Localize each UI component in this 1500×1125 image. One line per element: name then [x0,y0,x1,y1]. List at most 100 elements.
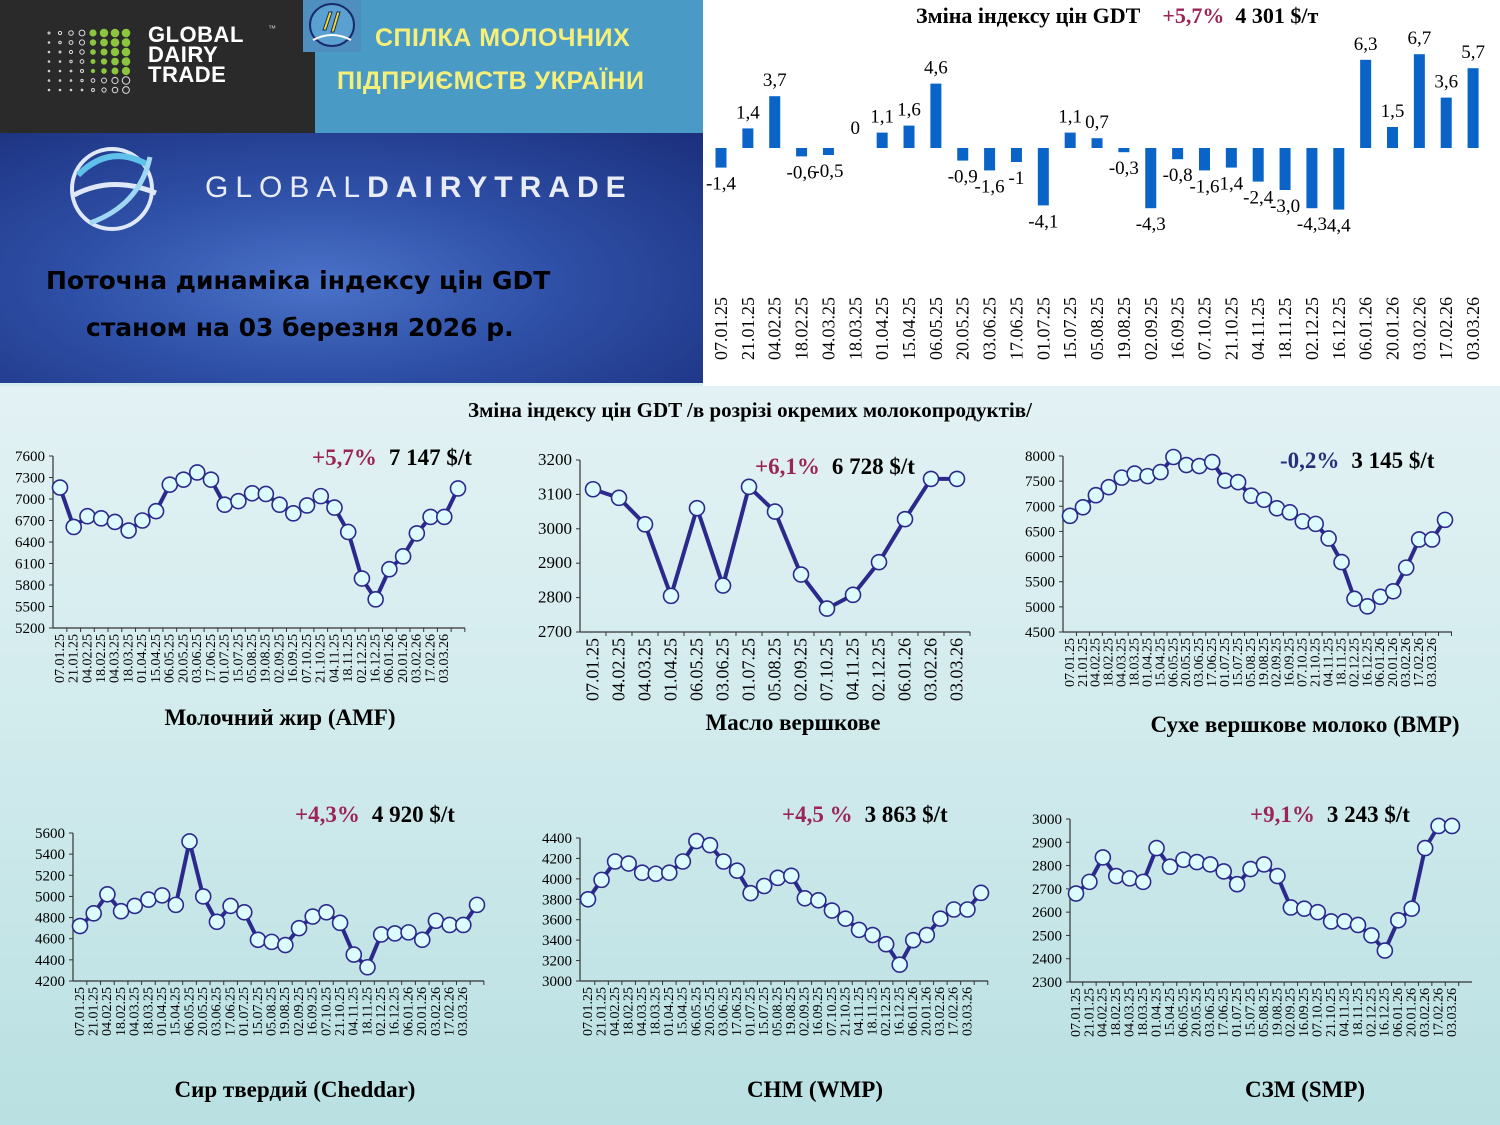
data-point [1295,900,1313,917]
bar-18.11.25 [1279,148,1291,190]
data-point [65,518,83,536]
data-point [1281,504,1299,521]
bar-date-label: 04.03.25 [818,297,838,360]
x-tick-label: 20.01.26 [920,987,935,1036]
union-logo [303,0,361,52]
y-tick-label: 5200 [35,868,65,884]
x-tick-label: 03.03.26 [960,987,975,1036]
gdt-wordmark-bold: DAIRYTRADE [367,171,633,204]
x-tick-label: 01.07.25 [218,634,233,683]
x-tick-label: 07.01.25 [1069,988,1084,1037]
x-tick-label: 03.02.26 [410,634,425,683]
x-tick-label: 17.06.25 [1205,638,1220,687]
x-tick-label: 20.05.25 [1190,988,1205,1037]
line-chart-4: 5600 5400 5200 5000 4800 4600 4400 4200 07.01.25… [35,802,486,1102]
logo-dot [99,28,109,38]
gdt-index-chart-title: Зміна індексу цін GDT +5,7% 4 301 $/т [916,3,1318,29]
data-point [579,890,597,908]
y-tick-label: 4400 [35,953,65,969]
section-title: Зміна індексу цін GDT /в розрізі окремих… [468,398,1032,422]
x-tick-label: 19.08.25 [1270,988,1285,1037]
bar-06.05.25 [930,83,942,148]
data-point [112,902,130,920]
x-tick-label: 07.01.25 [73,987,88,1036]
data-point [1376,942,1394,959]
bar-17.02.26 [1440,97,1452,148]
data-point [318,903,335,921]
y-tick-label: 5500 [1025,575,1055,591]
data-point [891,956,908,973]
line-chart-3: 8000 7500 7000 6500 6000 5500 5000 4500 07.01.25… [1025,448,1460,737]
x-tick-label: 02.09.25 [272,634,287,683]
data-point [263,933,280,951]
x-tick-label: 16.09.25 [1283,638,1298,687]
y-tick-label: 4200 [542,851,572,867]
x-tick-label: 02.09.25 [292,987,307,1036]
x-tick-label: 15.04.25 [1163,988,1178,1037]
x-tick-label: 02.09.25 [1284,988,1299,1037]
data-point [755,877,773,895]
x-tick-label: 19.08.25 [1257,638,1272,687]
data-point [413,931,431,949]
data-point [742,884,759,902]
x-tick-label: 06.05.25 [163,634,178,683]
data-point [277,936,294,954]
data-point [877,935,895,953]
logo-dot [47,31,51,35]
data-point [810,892,827,909]
x-tick-label: 02.09.25 [798,987,813,1036]
bar-value-label: 0 [851,118,861,139]
bar-16.09.25 [1172,148,1184,160]
x-tick-label: 01.07.25 [1218,638,1233,687]
data-point [285,505,302,522]
x-tick-label: 18.02.25 [622,987,637,1036]
logo-dot [79,49,85,55]
data-point [1100,478,1118,496]
x-tick-label: 19.08.25 [784,987,799,1036]
y-tick-label: 2500 [1032,928,1062,944]
bar-value-label: -0,3 [1109,158,1139,179]
data-point [1175,851,1192,869]
y-tick-label: 5000 [35,889,65,905]
bar-value-label: 4,4 [1327,216,1351,237]
data-point [1333,553,1350,571]
logo-dot [122,86,130,94]
x-tick-label: 01.04.25 [1140,638,1155,687]
bar-date-label: 17.02.26 [1436,297,1456,360]
data-point [945,901,963,918]
data-point [662,587,680,605]
bar-04.03.25 [822,148,834,155]
data-point [584,480,602,498]
page-title-line1: Поточна динаміка індексу цін GDT [46,266,551,295]
data-point [1307,515,1324,533]
bar-value-label: -1,4 [706,174,737,195]
x-tick-label: 21.10.25 [314,634,329,683]
data-point [400,924,417,941]
data-point [435,508,453,526]
x-tick-label: 07.10.25 [825,987,840,1036]
bar-date-label: 03.02.26 [1409,297,1429,360]
x-tick-label: 21.01.25 [594,987,609,1036]
logo-dot [69,59,73,64]
y-tick-label: 5800 [15,578,45,594]
y-tick-label: 2600 [1032,905,1062,921]
logo-dot [90,78,96,83]
x-tick-label: 21.01.25 [1082,988,1097,1037]
x-tick-label: 18.11.25 [360,987,375,1035]
bar-value-label: -4,3 [1136,214,1166,235]
bar-date-label: 06.01.26 [1356,297,1376,360]
y-tick-label: 3400 [542,933,572,949]
x-tick-label: 01.04.25 [135,634,150,683]
data-point [427,912,445,930]
y-tick-label: 3000 [538,519,572,538]
gdt-dots-icon [47,28,131,94]
bar-date-label: 15.04.25 [899,297,919,360]
x-tick-label: 04.02.25 [1096,988,1111,1037]
data-point [1349,916,1367,934]
bar-date-label: 21.10.25 [1221,297,1241,360]
x-tick-label: 01.07.25 [743,987,758,1036]
bar-date-label: 04.02.25 [765,297,785,360]
bar-value-label: -1,6 [975,176,1005,197]
data-point [1443,817,1461,835]
price-change: +6,1% [755,454,820,479]
